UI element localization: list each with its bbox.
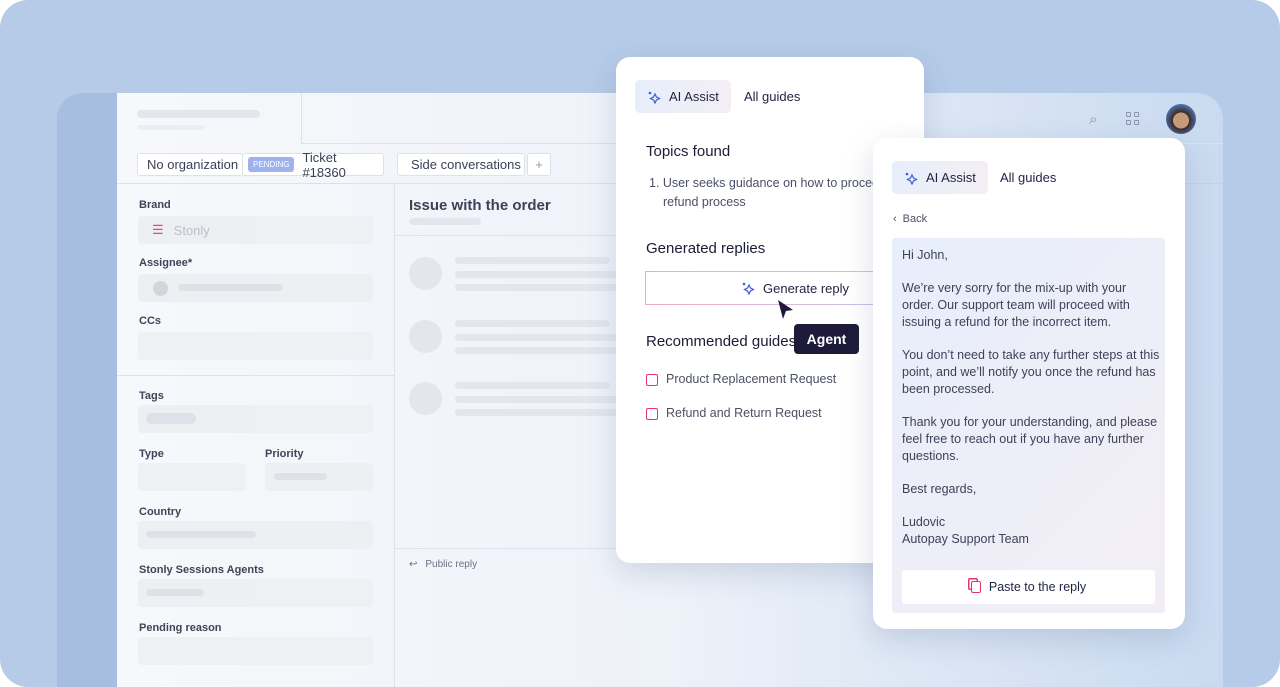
mouse-cursor-icon: [778, 300, 793, 319]
user-icon: [153, 281, 168, 296]
reply-preview: Hi John, We’re very sorry for the mix-up…: [892, 238, 1165, 613]
pending-reason-label: Pending reason: [139, 622, 222, 634]
pending-reason-field[interactable]: [138, 637, 373, 665]
public-reply-label: Public reply: [425, 559, 478, 570]
side-conversations-label: Side conversations: [411, 157, 521, 172]
type-label: Type: [139, 448, 164, 460]
title-placeholder: [137, 110, 260, 118]
organization-label: No organization: [147, 157, 239, 172]
guide-item[interactable]: Product Replacement Request: [646, 371, 836, 388]
reply-icon: ↩: [409, 559, 418, 570]
brand-field[interactable]: ☰ Stonly: [138, 216, 373, 244]
generated-replies-title: Generated replies: [646, 240, 766, 257]
tab-ai-assist[interactable]: AI Assist: [635, 80, 731, 113]
sparkle-icon: [905, 172, 918, 185]
paste-to-reply-button[interactable]: Paste to the reply: [902, 570, 1155, 604]
assignee-label: Assignee*: [139, 257, 193, 269]
status-badge: PENDING: [248, 157, 295, 172]
tab-ai-assist[interactable]: AI Assist: [892, 161, 988, 194]
recommended-guides-title: Recommended guides: [646, 333, 797, 350]
avatar[interactable]: [1166, 104, 1196, 134]
topics-title: Topics found: [646, 143, 731, 160]
ticket-subject: Issue with the order: [409, 197, 551, 214]
tab-all-guides[interactable]: All guides: [744, 89, 801, 104]
stonly-logo-icon: ☰: [152, 222, 164, 237]
sparkle-icon: [648, 91, 661, 104]
tab-all-guides[interactable]: All guides: [1000, 170, 1057, 185]
brand-label: Brand: [139, 199, 171, 211]
agent-tooltip: Agent: [794, 324, 859, 354]
ticket-tab[interactable]: PENDING Ticket #18360: [242, 150, 384, 180]
assignee-field[interactable]: [138, 274, 373, 302]
tags-label: Tags: [139, 390, 164, 402]
country-label: Country: [139, 506, 182, 518]
public-reply-button[interactable]: ↩ Public reply: [409, 559, 477, 570]
sessions-agents-label: Stonly Sessions Agents: [139, 564, 264, 576]
copy-icon: [970, 581, 981, 593]
sparkle-icon: [742, 282, 755, 295]
generated-reply-panel: AI Assist All guides ‹ Back Hi John, We’r…: [873, 138, 1185, 629]
subtitle-placeholder: [137, 125, 204, 130]
side-conversations-tab[interactable]: Side conversations: [397, 153, 525, 176]
document-icon: [646, 373, 658, 386]
country-field[interactable]: [138, 521, 373, 549]
organization-tab[interactable]: No organization: [137, 153, 243, 176]
ccs-label: CCs: [139, 315, 162, 327]
priority-field[interactable]: [265, 463, 373, 491]
add-tab-button[interactable]: +: [527, 153, 551, 176]
guide-item[interactable]: Refund and Return Request: [646, 405, 822, 422]
message-avatar: [409, 382, 442, 415]
message-avatar: [409, 320, 442, 353]
chevron-left-icon: ‹: [893, 213, 897, 225]
document-icon: [646, 407, 658, 420]
sessions-agents-field[interactable]: [138, 579, 373, 607]
tags-field[interactable]: [138, 405, 373, 433]
type-field[interactable]: [138, 463, 246, 491]
brand-value: Stonly: [173, 222, 210, 238]
ccs-field[interactable]: [138, 332, 373, 360]
generate-reply-label: Generate reply: [763, 280, 849, 296]
priority-label: Priority: [265, 448, 304, 460]
search-icon[interactable]: ⌕: [1089, 111, 1098, 128]
message-avatar: [409, 257, 442, 290]
plus-icon: +: [535, 157, 543, 172]
apps-grid-icon[interactable]: [1126, 112, 1139, 125]
back-button[interactable]: ‹ Back: [893, 213, 928, 225]
topic-item: 1. User seeks guidance on how to proceed…: [649, 176, 924, 209]
ticket-number: Ticket #18360: [302, 149, 346, 180]
